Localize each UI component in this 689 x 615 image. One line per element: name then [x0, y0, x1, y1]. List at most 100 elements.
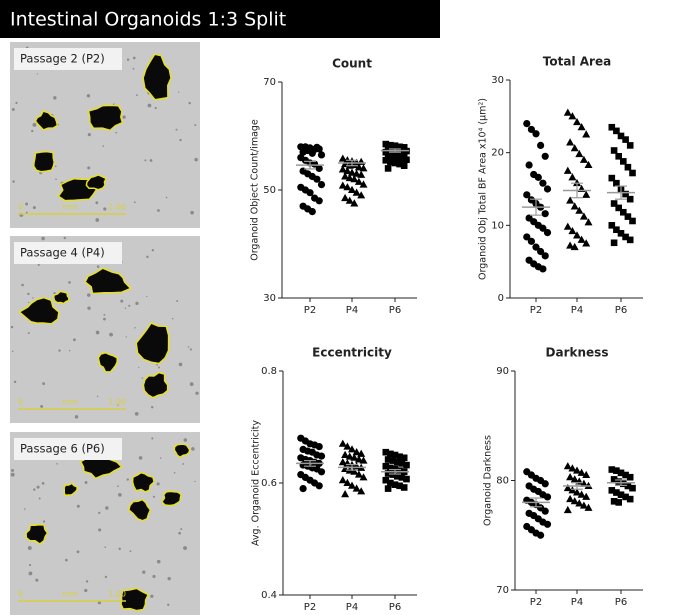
speck — [118, 493, 122, 497]
speck — [95, 201, 98, 204]
data-point — [318, 453, 325, 460]
data-point — [316, 443, 323, 450]
speck — [12, 108, 15, 111]
speck — [157, 482, 160, 485]
x-tick-label: P4 — [571, 597, 583, 608]
speck — [87, 293, 90, 296]
speck — [56, 463, 58, 465]
speck — [55, 165, 57, 167]
speck — [55, 178, 57, 180]
speck — [166, 197, 168, 199]
data-point — [385, 165, 392, 172]
speck — [190, 348, 192, 350]
speck — [151, 406, 153, 408]
data-point — [539, 265, 546, 272]
y-axis-label: Organoid Darkness — [483, 435, 494, 526]
y-tick-label: 70 — [496, 585, 509, 596]
speck — [11, 469, 14, 472]
speck — [157, 560, 161, 564]
speck — [42, 382, 45, 385]
speck — [88, 133, 91, 136]
speck — [127, 478, 129, 480]
speck — [133, 57, 136, 60]
x-tick-label: P4 — [346, 305, 358, 316]
speck — [96, 331, 100, 335]
data-point — [535, 174, 542, 181]
speck — [142, 377, 143, 378]
speck — [146, 296, 147, 297]
data-point — [544, 521, 551, 528]
speck — [68, 281, 71, 284]
image-label: Passage 6 (P6) — [20, 442, 105, 456]
speck — [53, 96, 56, 99]
speck — [179, 363, 183, 367]
data-point — [542, 508, 549, 515]
data-point — [629, 170, 636, 177]
data-point — [564, 167, 572, 174]
data-point — [627, 496, 634, 503]
data-point — [403, 156, 410, 163]
chart-title: Darkness — [546, 346, 609, 360]
data-point — [542, 153, 549, 160]
speck — [179, 139, 181, 141]
x-tick-label: P2 — [304, 602, 316, 613]
speck — [35, 579, 38, 582]
data-point — [309, 208, 316, 215]
data-point — [566, 138, 574, 145]
speck — [130, 550, 132, 552]
y-tick-label: 0.8 — [261, 366, 277, 377]
speck — [98, 528, 101, 531]
data-point — [532, 130, 539, 137]
speck — [42, 482, 45, 485]
speck — [190, 382, 194, 386]
speck — [135, 302, 138, 305]
speck — [37, 73, 38, 74]
data-point — [542, 210, 549, 217]
data-point — [611, 239, 618, 246]
data-point — [300, 485, 307, 492]
data-point — [564, 506, 572, 513]
speck — [25, 203, 28, 206]
speck — [109, 333, 113, 337]
data-point — [625, 164, 632, 171]
speck — [158, 367, 160, 369]
y-tick-label: 80 — [496, 476, 509, 487]
speck — [134, 201, 136, 203]
data-point — [629, 218, 636, 225]
speck — [28, 546, 32, 550]
data-point — [401, 484, 408, 491]
y-tick-label: 70 — [263, 77, 276, 88]
speck — [103, 207, 106, 210]
chart-title: Count — [332, 57, 372, 71]
scale-end: 1.00 — [108, 203, 126, 212]
data-point — [629, 485, 636, 492]
y-tick-label: 0.4 — [261, 590, 277, 601]
data-point — [627, 142, 634, 149]
speck — [117, 485, 119, 487]
speck — [195, 392, 198, 395]
speck — [188, 102, 190, 104]
data-point — [357, 158, 365, 165]
speck — [194, 158, 198, 162]
speck — [138, 367, 139, 368]
y-axis-label: Organoid Object Count/image — [250, 119, 261, 261]
y-tick-label: 90 — [496, 366, 509, 377]
speck — [87, 94, 90, 97]
data-point — [318, 181, 325, 188]
speck — [105, 506, 108, 509]
data-point — [385, 485, 392, 492]
speck — [28, 332, 30, 334]
data-point — [582, 130, 590, 137]
x-tick-label: P2 — [530, 597, 542, 608]
speck — [40, 405, 43, 408]
y-axis-label: Organoid Obj Total BF Area x10⁴ (μm²) — [478, 98, 489, 280]
data-point — [544, 229, 551, 236]
speck — [77, 505, 80, 508]
speck — [84, 589, 87, 592]
x-tick-label: P6 — [389, 602, 401, 613]
speck — [14, 381, 16, 383]
speck — [151, 437, 153, 439]
data-point — [316, 482, 323, 489]
speck — [119, 548, 121, 550]
speck — [139, 456, 143, 460]
